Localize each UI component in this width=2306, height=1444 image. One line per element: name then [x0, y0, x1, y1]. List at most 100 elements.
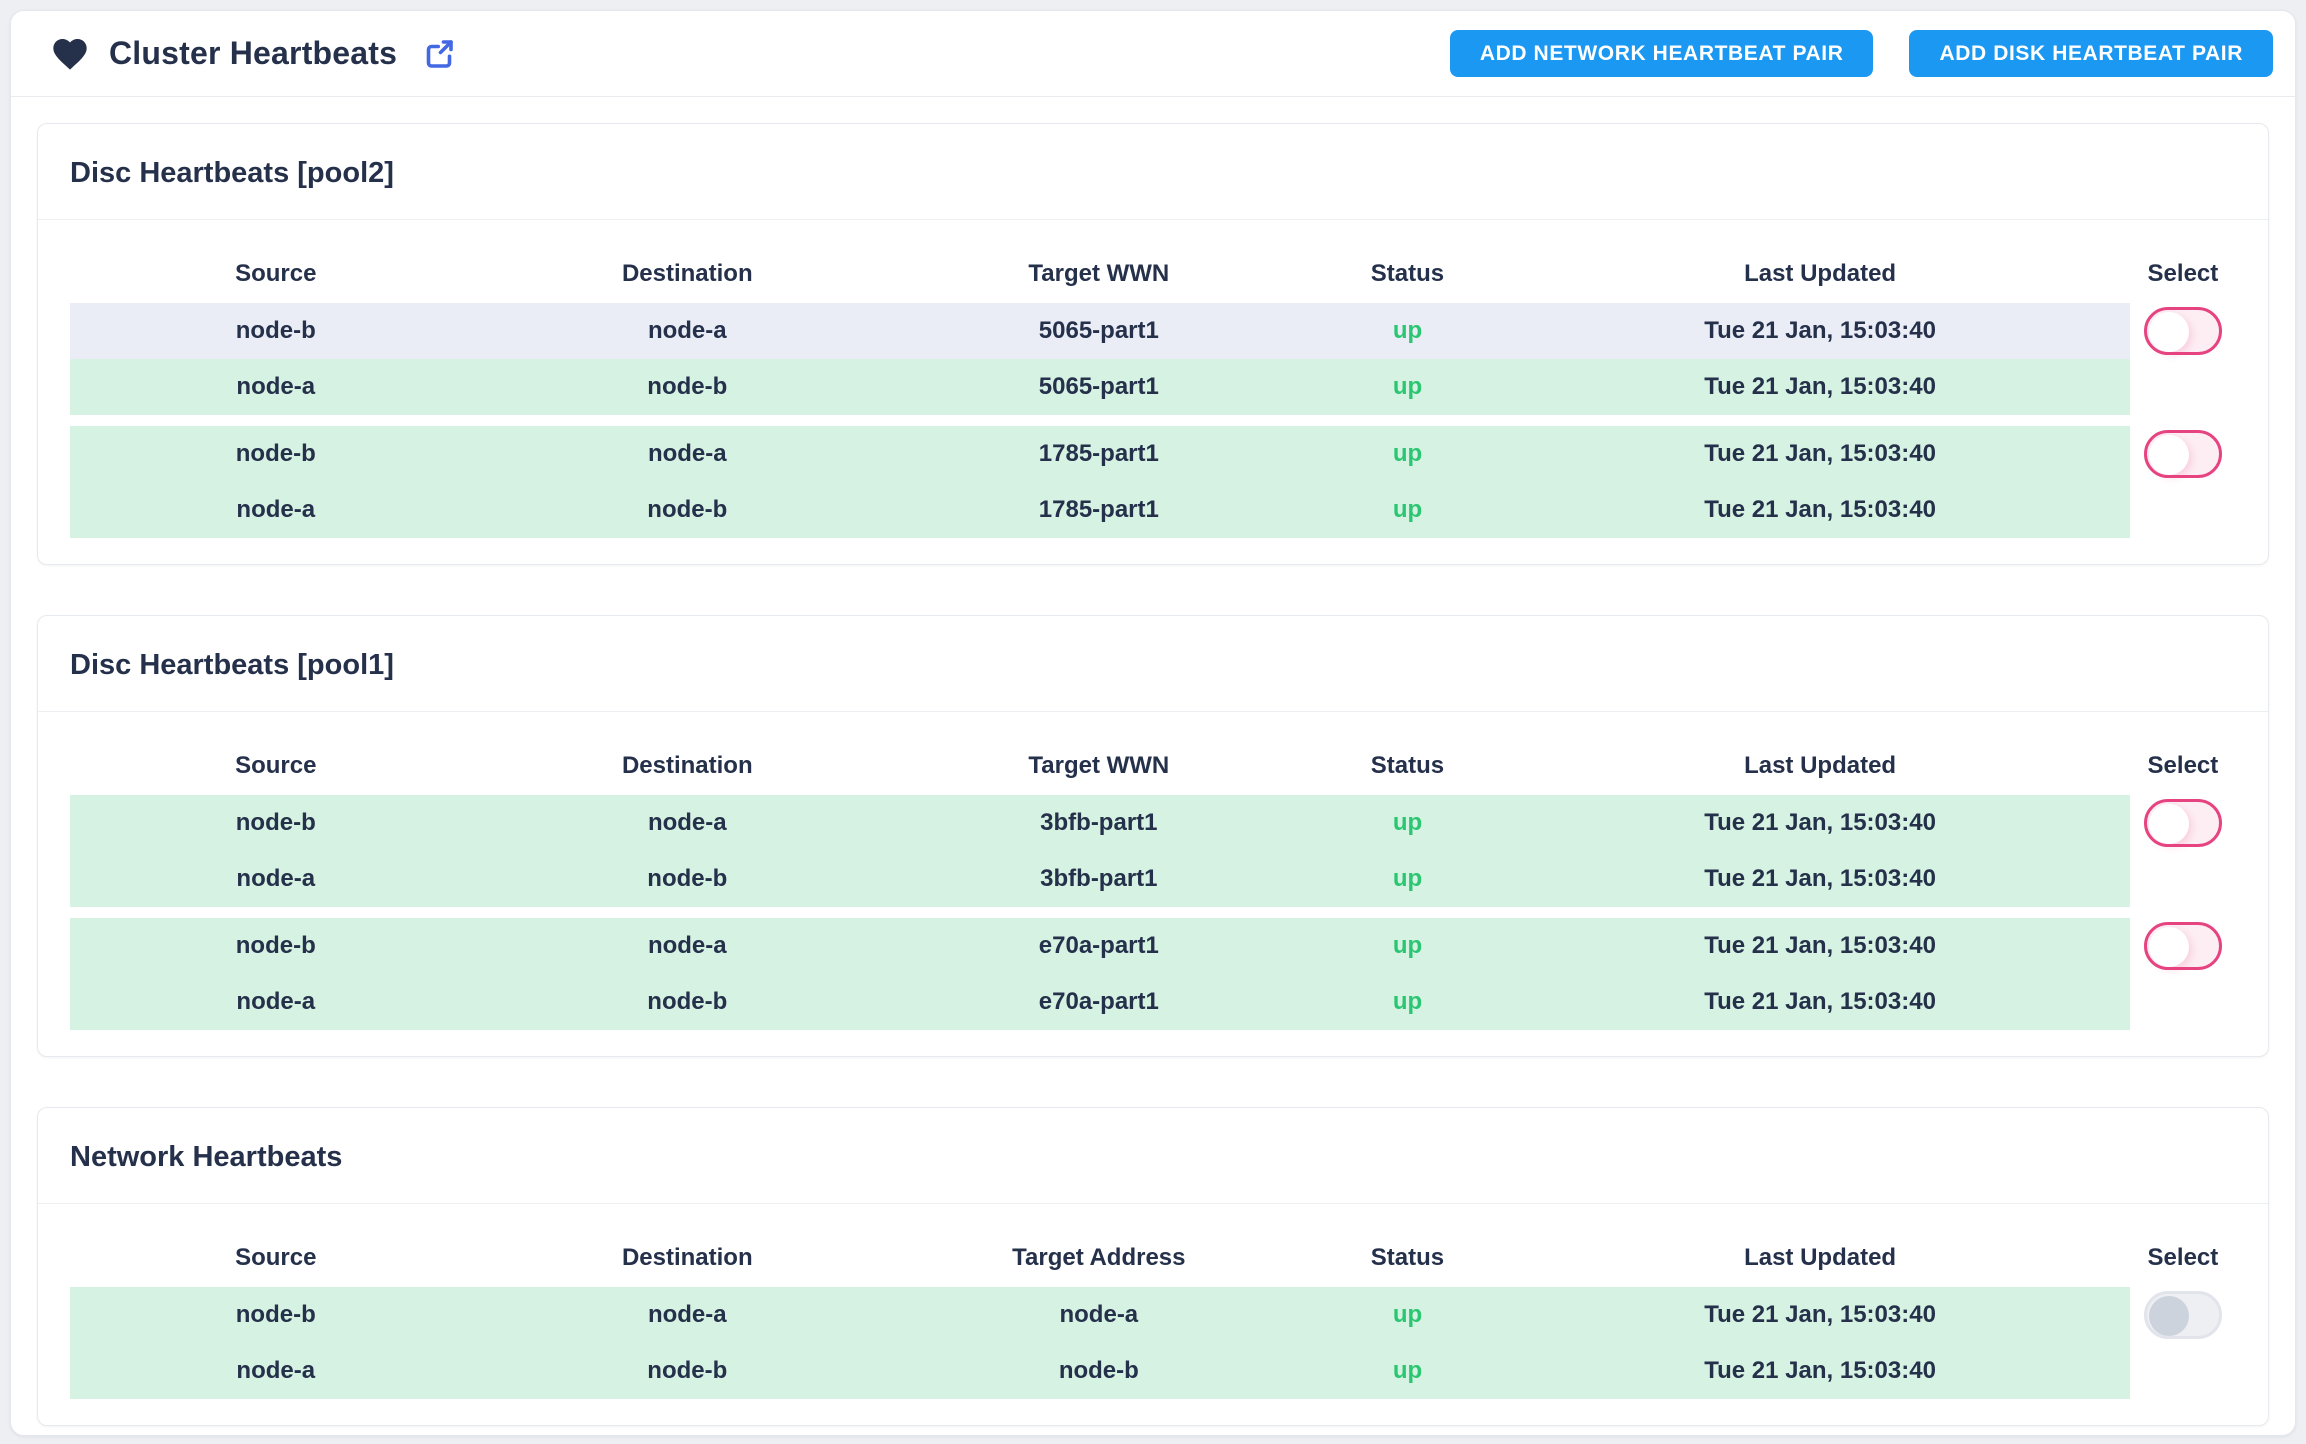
target-cell: 1785-part1	[893, 482, 1305, 538]
status-cell: up	[1304, 1287, 1511, 1343]
source-cell: node-a	[70, 482, 482, 538]
source-cell: node-a	[70, 1343, 482, 1399]
column-header-last-updated: Last Updated	[1744, 260, 1897, 287]
table-row: node-b node-a e70a-part1 up Tue 21 Jan, 15:0…	[70, 918, 2236, 974]
last-updated-cell: Tue 21 Jan, 15:03:40	[1510, 359, 2130, 415]
column-header-status: Status	[1370, 1244, 1445, 1271]
card-body: Source Destination Target WWN Status Last Up…	[38, 220, 2268, 564]
last-updated-cell: Tue 21 Jan, 15:03:40	[1510, 482, 2130, 538]
heartbeat-card: Disc Heartbeats [pool2] Source Destinatio…	[37, 123, 2269, 565]
source-cell: node-b	[70, 1287, 482, 1343]
target-cell: 5065-part1	[893, 303, 1305, 359]
source-cell: node-b	[70, 426, 482, 482]
column-header-status: Status	[1370, 752, 1445, 779]
external-link-icon[interactable]	[421, 36, 457, 72]
destination-cell: node-b	[481, 851, 894, 907]
app-container: Cluster Heartbeats ADD NETWORK HEARTBEAT…	[10, 10, 2296, 1436]
destination-cell: node-b	[481, 974, 894, 1030]
table-row: node-b node-a 5065-part1 up Tue 21 Jan, 15:0…	[70, 303, 2236, 359]
add-disk-heartbeat-pair-button[interactable]: ADD DISK HEARTBEAT PAIR	[1909, 30, 2273, 77]
status-cell: up	[1304, 359, 1511, 415]
destination-cell: node-b	[481, 359, 894, 415]
target-cell: e70a-part1	[893, 918, 1305, 974]
group-spacer	[70, 907, 2236, 918]
destination-cell: node-a	[481, 426, 894, 482]
status-cell: up	[1304, 303, 1511, 359]
destination-cell: node-b	[481, 482, 894, 538]
toggle-knob	[2148, 804, 2189, 844]
status-cell: up	[1304, 851, 1511, 907]
status-cell: up	[1304, 974, 1511, 1030]
toggle-knob	[2148, 927, 2189, 967]
status-cell: up	[1304, 918, 1511, 974]
column-header-source: Source	[235, 752, 317, 779]
column-header-destination: Destination	[621, 752, 753, 779]
heartbeat-table: Source Destination Target WWN Status Last Up…	[70, 220, 2236, 538]
table-row: node-b node-a 3bfb-part1 up Tue 21 Jan, 15:0…	[70, 795, 2236, 851]
select-cell	[2130, 303, 2236, 415]
table-row: node-a node-b node-b up Tue 21 Jan, 15:03:40	[70, 1343, 2236, 1399]
select-cell	[2130, 918, 2236, 1030]
table-header-row: Source Destination Target WWN Status Last Up…	[70, 220, 2236, 303]
select-toggle[interactable]	[2143, 307, 2222, 355]
destination-cell: node-b	[481, 1343, 894, 1399]
target-cell: 1785-part1	[893, 426, 1305, 482]
table-header-row: Source Destination Target WWN Status Last Up…	[70, 712, 2236, 795]
card-body: Source Destination Target WWN Status Last Up…	[38, 712, 2268, 1056]
card-title: Network Heartbeats	[38, 1108, 2268, 1204]
status-cell: up	[1304, 795, 1511, 851]
column-header-destination: Destination	[621, 260, 753, 287]
last-updated-cell: Tue 21 Jan, 15:03:40	[1510, 851, 2130, 907]
table-body: node-b node-a node-a up Tue 21 Jan, 15:03:40…	[70, 1287, 2236, 1399]
column-header-source: Source	[235, 1244, 317, 1271]
target-cell: 3bfb-part1	[893, 851, 1305, 907]
table-row: node-a node-b 5065-part1 up Tue 21 Jan, 15:0…	[70, 359, 2236, 415]
column-header-select: Select	[2147, 1244, 2219, 1271]
source-cell: node-a	[70, 974, 482, 1030]
group-spacer	[70, 415, 2236, 426]
table-row: node-b node-a node-a up Tue 21 Jan, 15:03:40	[70, 1287, 2236, 1343]
header-buttons: ADD NETWORK HEARTBEAT PAIR ADD DISK HEAR…	[1449, 30, 2273, 77]
toggle-knob	[2148, 435, 2189, 475]
select-cell	[2130, 1287, 2236, 1399]
status-cell: up	[1304, 426, 1511, 482]
last-updated-cell: Tue 21 Jan, 15:03:40	[1510, 426, 2130, 482]
add-network-heartbeat-pair-button[interactable]: ADD NETWORK HEARTBEAT PAIR	[1449, 30, 1874, 77]
heartbeat-card: Network Heartbeats Source Destination Targ…	[37, 1107, 2269, 1426]
cards: Disc Heartbeats [pool2] Source Destinatio…	[11, 97, 2295, 1426]
column-header-source: Source	[235, 260, 317, 287]
status-cell: up	[1304, 482, 1511, 538]
select-toggle[interactable]	[2143, 430, 2222, 478]
table-row: node-b node-a 1785-part1 up Tue 21 Jan, 15:0…	[70, 426, 2236, 482]
destination-cell: node-a	[481, 918, 894, 974]
app-header: Cluster Heartbeats ADD NETWORK HEARTBEAT…	[11, 11, 2295, 97]
last-updated-cell: Tue 21 Jan, 15:03:40	[1510, 974, 2130, 1030]
select-cell	[2130, 426, 2236, 538]
heartbeat-table: Source Destination Target Address Status Las…	[70, 1204, 2236, 1399]
heartbeat-table: Source Destination Target WWN Status Last Up…	[70, 712, 2236, 1030]
source-cell: node-a	[70, 851, 482, 907]
column-header-select: Select	[2147, 752, 2219, 779]
destination-cell: node-a	[481, 303, 894, 359]
select-toggle[interactable]	[2143, 799, 2222, 847]
last-updated-cell: Tue 21 Jan, 15:03:40	[1510, 918, 2130, 974]
table-row: node-a node-b 1785-part1 up Tue 21 Jan, 15:0…	[70, 482, 2236, 538]
target-cell: 5065-part1	[893, 359, 1305, 415]
last-updated-cell: Tue 21 Jan, 15:03:40	[1510, 1287, 2130, 1343]
select-toggle[interactable]	[2143, 922, 2222, 970]
target-cell: node-a	[893, 1287, 1305, 1343]
card-title: Disc Heartbeats [pool2]	[38, 124, 2268, 220]
card-body: Source Destination Target Address Status Las…	[38, 1204, 2268, 1425]
target-cell: 3bfb-part1	[893, 795, 1305, 851]
column-header-status: Status	[1370, 260, 1445, 287]
target-cell: node-b	[893, 1343, 1305, 1399]
destination-cell: node-a	[481, 795, 894, 851]
table-header-row: Source Destination Target Address Status Las…	[70, 1204, 2236, 1287]
column-header-target-address: Target Address	[1012, 1244, 1186, 1271]
header-left: Cluster Heartbeats	[49, 34, 457, 74]
target-cell: e70a-part1	[893, 974, 1305, 1030]
destination-cell: node-a	[481, 1287, 894, 1343]
source-cell: node-b	[70, 795, 482, 851]
source-cell: node-b	[70, 303, 482, 359]
select-toggle[interactable]	[2143, 1291, 2222, 1339]
